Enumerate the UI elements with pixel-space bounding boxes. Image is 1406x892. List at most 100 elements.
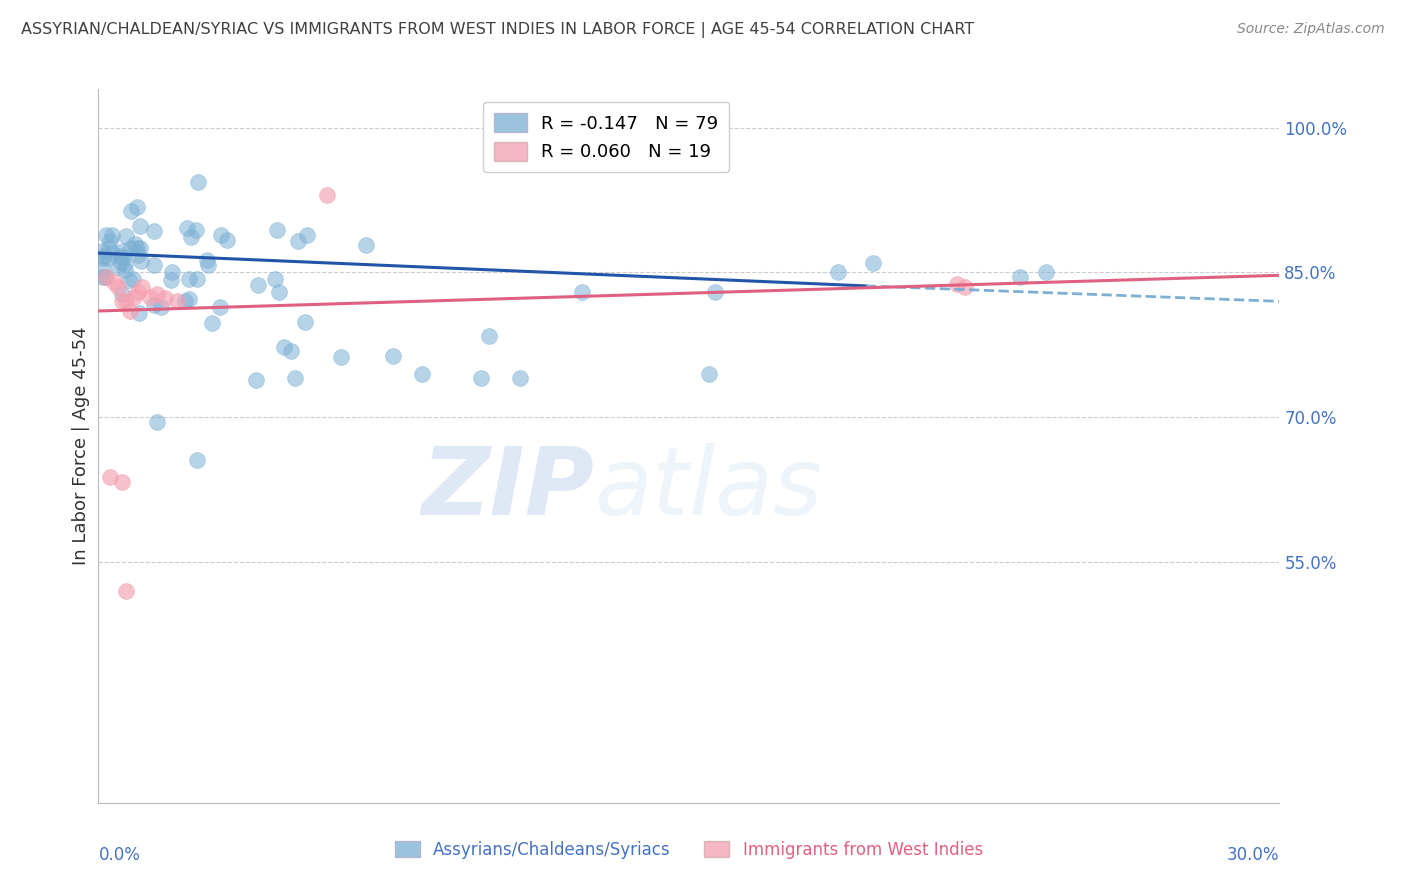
Point bbox=[155, 292, 177, 306]
Point bbox=[354, 238, 377, 252]
Point bbox=[382, 349, 405, 363]
Y-axis label: In Labor Force | Age 45-54: In Labor Force | Age 45-54 bbox=[72, 326, 90, 566]
Point bbox=[129, 254, 152, 268]
Point bbox=[186, 272, 208, 286]
Point bbox=[246, 277, 269, 292]
Point bbox=[1008, 270, 1031, 285]
Point bbox=[138, 289, 160, 303]
Point bbox=[101, 246, 124, 260]
Point bbox=[115, 294, 138, 309]
Point bbox=[127, 248, 149, 262]
Point bbox=[91, 262, 114, 277]
Point bbox=[330, 351, 353, 365]
Point bbox=[200, 316, 222, 330]
Point bbox=[122, 289, 145, 303]
Point bbox=[245, 373, 267, 387]
Point bbox=[209, 227, 232, 242]
Point bbox=[124, 236, 146, 251]
Point bbox=[98, 470, 121, 484]
Point bbox=[166, 294, 188, 309]
Text: ASSYRIAN/CHALDEAN/SYRIAC VS IMMIGRANTS FROM WEST INDIES IN LABOR FORCE | AGE 45-: ASSYRIAN/CHALDEAN/SYRIAC VS IMMIGRANTS F… bbox=[21, 22, 974, 38]
Point bbox=[103, 275, 125, 289]
Point bbox=[131, 280, 153, 294]
Point bbox=[160, 273, 183, 287]
Point bbox=[827, 265, 849, 279]
Point bbox=[208, 300, 231, 314]
Point bbox=[160, 265, 183, 279]
Point bbox=[411, 368, 433, 382]
Point bbox=[96, 228, 118, 243]
Point bbox=[263, 272, 285, 286]
Point bbox=[287, 234, 309, 248]
Point bbox=[478, 329, 501, 343]
Point bbox=[98, 234, 121, 248]
Point bbox=[127, 240, 149, 254]
Point bbox=[176, 221, 198, 235]
Point bbox=[91, 251, 114, 265]
Point bbox=[128, 305, 150, 319]
Point bbox=[174, 294, 197, 309]
Point bbox=[295, 228, 318, 243]
Point bbox=[112, 244, 135, 258]
Text: Source: ZipAtlas.com: Source: ZipAtlas.com bbox=[1237, 22, 1385, 37]
Point bbox=[284, 371, 307, 385]
Point bbox=[1035, 265, 1057, 279]
Point bbox=[266, 223, 288, 237]
Point bbox=[108, 249, 131, 263]
Point bbox=[129, 219, 152, 233]
Point bbox=[118, 273, 141, 287]
Point bbox=[127, 285, 149, 299]
Point bbox=[111, 294, 134, 309]
Point bbox=[146, 286, 169, 301]
Point bbox=[571, 285, 593, 299]
Point bbox=[315, 188, 337, 202]
Point bbox=[118, 304, 141, 318]
Point bbox=[179, 292, 201, 306]
Point bbox=[115, 583, 138, 598]
Point bbox=[180, 230, 202, 244]
Point bbox=[129, 241, 152, 255]
Point bbox=[114, 263, 136, 277]
Point bbox=[195, 253, 218, 268]
Point bbox=[91, 244, 114, 258]
Point bbox=[704, 285, 727, 299]
Text: 0.0%: 0.0% bbox=[98, 846, 141, 863]
Point bbox=[146, 415, 169, 429]
Point bbox=[115, 229, 138, 244]
Point bbox=[91, 270, 114, 285]
Point bbox=[177, 272, 200, 286]
Point bbox=[120, 203, 142, 218]
Point bbox=[267, 285, 290, 300]
Point bbox=[150, 300, 173, 314]
Point bbox=[184, 223, 207, 237]
Point bbox=[197, 258, 219, 272]
Point bbox=[470, 371, 492, 385]
Point bbox=[294, 315, 316, 329]
Point bbox=[120, 240, 142, 254]
Point bbox=[122, 271, 145, 285]
Point bbox=[97, 251, 120, 265]
Point bbox=[111, 250, 134, 264]
Point bbox=[94, 269, 117, 284]
Point bbox=[91, 249, 114, 263]
Point bbox=[187, 176, 209, 190]
Point bbox=[114, 257, 136, 271]
Point bbox=[111, 475, 134, 489]
Point bbox=[98, 241, 121, 255]
Point bbox=[697, 367, 720, 381]
Point bbox=[142, 258, 165, 272]
Point bbox=[143, 224, 166, 238]
Legend: Assyrians/Chaldeans/Syriacs, Immigrants from West Indies: Assyrians/Chaldeans/Syriacs, Immigrants … bbox=[388, 835, 990, 866]
Point bbox=[107, 280, 129, 294]
Point bbox=[186, 453, 208, 467]
Point bbox=[215, 233, 238, 247]
Point bbox=[953, 280, 976, 294]
Point bbox=[111, 287, 134, 301]
Point bbox=[96, 270, 118, 285]
Point bbox=[945, 277, 967, 291]
Point bbox=[273, 340, 295, 354]
Point bbox=[107, 260, 129, 274]
Text: atlas: atlas bbox=[595, 443, 823, 534]
Point bbox=[280, 343, 302, 358]
Point bbox=[509, 371, 531, 385]
